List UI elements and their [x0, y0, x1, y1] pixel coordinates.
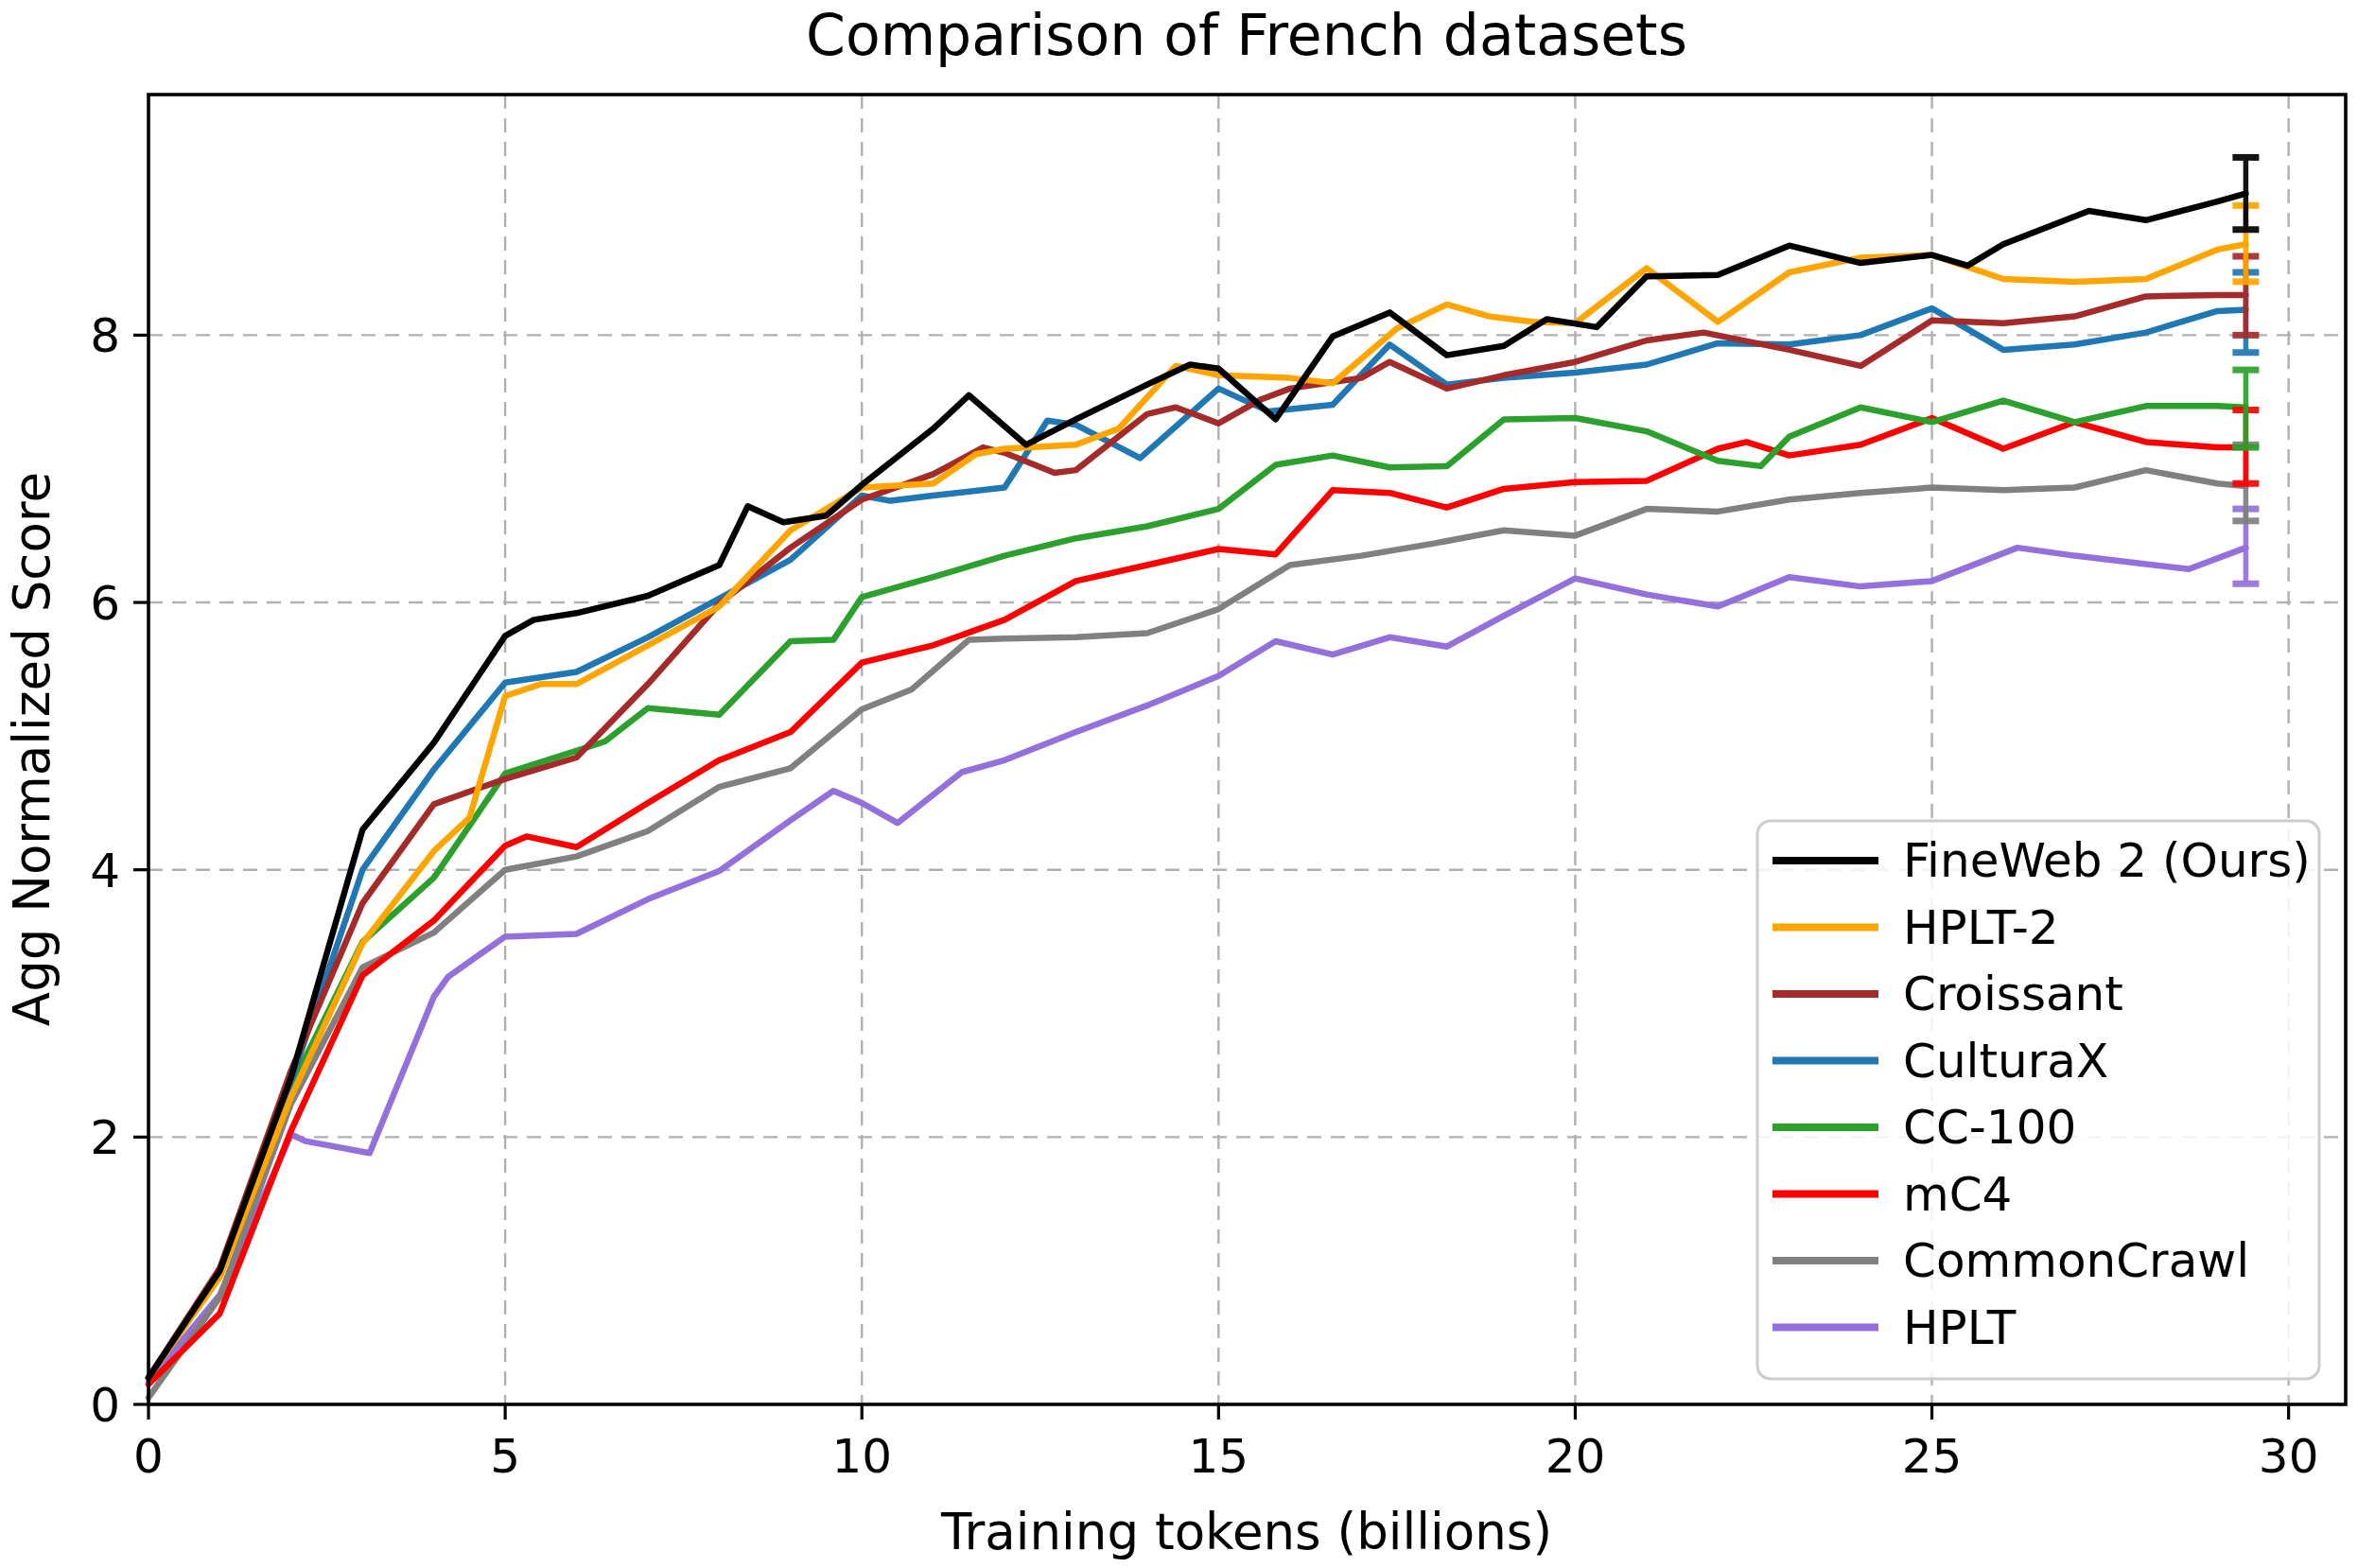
y-tick-label-2: 2	[90, 1110, 120, 1165]
x-tick-label-20: 20	[1545, 1429, 1606, 1484]
x-tick-label-30: 30	[2259, 1429, 2319, 1484]
line-chart: 0 5 10 15 20 25 30 0 2 4 6 8 Comparison of French d…	[0, 0, 2375, 1568]
x-axis-label: Training tokens (billions)	[940, 1503, 1552, 1560]
legend-label-culturax: CulturaX	[1903, 1034, 2108, 1089]
legend-label-mc4: mC4	[1903, 1167, 2012, 1222]
legend-label-croissant: Croissant	[1903, 967, 2123, 1021]
legend-label-cc-100: CC-100	[1903, 1100, 2076, 1155]
legend: FineWeb 2 (Ours) HPLT-2 Croissant CulturaX C…	[1757, 821, 2319, 1379]
y-tick-label-6: 6	[90, 576, 120, 631]
x-tick-label-10: 10	[831, 1429, 892, 1484]
legend-label-hplt-2: HPLT-2	[1903, 900, 2059, 955]
legend-label-hplt: HPLT	[1903, 1300, 2017, 1355]
legend-label-commoncrawl: CommonCrawl	[1903, 1233, 2249, 1288]
error-bars	[2232, 157, 2259, 584]
y-tick-label-8: 8	[90, 308, 120, 363]
x-tick-label-0: 0	[133, 1429, 164, 1484]
y-tick-label-0: 0	[90, 1378, 120, 1433]
legend-label-fineweb-2-ours: FineWeb 2 (Ours)	[1903, 833, 2311, 888]
figure: 0 5 10 15 20 25 30 0 2 4 6 8 Comparison of French d…	[0, 0, 2375, 1568]
y-tick-label-4: 4	[90, 844, 120, 898]
x-tick-label-15: 15	[1189, 1429, 1249, 1484]
x-tick-label-25: 25	[1902, 1429, 1963, 1484]
chart-title: Comparison of French datasets	[806, 2, 1687, 68]
y-axis-label: Agg Normalized Score	[3, 472, 61, 1026]
x-tick-label-5: 5	[490, 1429, 520, 1484]
